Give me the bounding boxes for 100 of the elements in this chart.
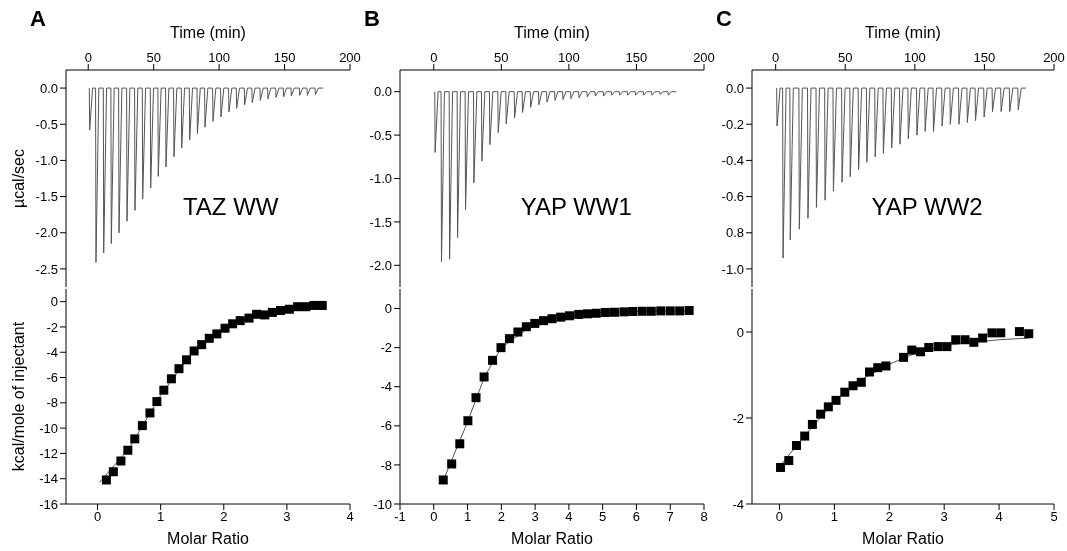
y-tick-label: -2 (732, 410, 744, 426)
point (174, 364, 184, 374)
x-tick-label: 2 (497, 509, 505, 525)
x-tick-label: 200 (693, 50, 715, 65)
point (582, 309, 592, 319)
point (807, 419, 817, 429)
x-tick-label: 1 (830, 509, 838, 525)
point (504, 334, 514, 344)
point (152, 397, 162, 407)
point (565, 311, 575, 321)
y-tick-label: -4 (732, 496, 744, 512)
y-tick-label: 0 (736, 324, 744, 340)
y-tick-label: 0.0 (725, 80, 744, 96)
y-tick-label: -10 (373, 496, 392, 512)
point (108, 467, 118, 477)
y-tick-label: -2.5 (35, 261, 58, 277)
point (547, 314, 557, 324)
point (182, 355, 192, 365)
point (496, 343, 506, 353)
y-tick-label: -1.0 (35, 153, 58, 169)
y-tick-label: -8 (380, 457, 392, 473)
point (609, 307, 619, 317)
y-tick-label: -1.5 (35, 189, 58, 205)
y-tick-label: -12 (39, 446, 58, 462)
x-tick-label: 5 (599, 509, 607, 525)
x-tick-label: 100 (208, 50, 230, 65)
point (619, 307, 629, 317)
point (455, 439, 465, 449)
point (865, 367, 875, 377)
y-tick-label: -8 (46, 395, 58, 411)
point (204, 333, 214, 343)
annotation: TAZ WW (182, 192, 279, 221)
x-tick-label: 100 (903, 50, 926, 65)
point (873, 363, 883, 373)
y-tick-label: -0.5 (369, 127, 392, 143)
point (574, 309, 584, 319)
x-tick-label: 150 (973, 50, 996, 65)
point (123, 445, 133, 455)
y-tick-label: -0.2 (721, 116, 744, 132)
point (776, 462, 786, 472)
x-axis-title: Molar Ratio (862, 530, 944, 547)
x-tick-label: -1 (394, 509, 406, 525)
point (856, 377, 866, 387)
annotation: YAP WW2 (871, 192, 983, 221)
x-tick-label: 1 (157, 509, 165, 525)
x-tick-label: 2 (220, 509, 228, 525)
point (646, 306, 656, 316)
point (907, 345, 917, 355)
point (996, 328, 1006, 338)
point (130, 434, 140, 444)
point (848, 381, 858, 391)
chart-title: B (364, 6, 380, 32)
point (840, 387, 850, 397)
x-tick-label: 0 (430, 50, 438, 65)
chart-title: A (30, 6, 46, 32)
x-tick-label: 3 (531, 509, 539, 525)
y-tick-label: 0.0 (39, 80, 58, 96)
x-axis-title: Time (min) (865, 24, 941, 42)
point (800, 431, 810, 441)
point (101, 475, 111, 485)
y-tick-label: -0.4 (721, 153, 744, 169)
x-tick-label: 200 (1043, 50, 1065, 65)
y-axis-title: kcal/mole of injectant (9, 321, 27, 472)
point (267, 307, 277, 317)
point (665, 306, 675, 316)
y-tick-label: -2.0 (35, 225, 58, 241)
x-tick-label: 150 (625, 50, 648, 65)
x-tick-label: 50 (838, 50, 853, 65)
point (675, 306, 685, 316)
point (145, 408, 155, 418)
point (539, 316, 549, 326)
point (197, 340, 207, 350)
x-tick-label: 7 (666, 509, 674, 525)
point (137, 421, 147, 431)
point (899, 352, 909, 362)
point (969, 337, 979, 347)
point (1014, 327, 1024, 337)
point (530, 318, 540, 328)
point (463, 416, 473, 426)
x-tick-label: 0 (772, 50, 780, 65)
y-tick-label: 0 (384, 301, 392, 317)
point (637, 306, 647, 316)
y-tick-label: -14 (39, 471, 58, 487)
line-series (434, 91, 677, 263)
y-tick-label: -1.0 (369, 171, 392, 187)
y-tick-label: -6 (380, 418, 392, 434)
point (521, 322, 531, 332)
x-tick-label: 100 (558, 50, 580, 65)
x-tick-label: 8 (700, 509, 708, 525)
y-tick-label: -0.6 (721, 189, 744, 205)
x-axis-title: Molar Ratio (167, 530, 249, 547)
x-tick-label: 0 (775, 509, 784, 525)
x-tick-label: 2 (885, 509, 893, 525)
point (479, 372, 489, 382)
point (591, 308, 601, 318)
y-tick-label: 0 (50, 294, 58, 310)
chart-title: C (716, 6, 732, 32)
y-tick-label: -2 (46, 319, 58, 335)
point (159, 385, 169, 395)
point (881, 361, 891, 371)
